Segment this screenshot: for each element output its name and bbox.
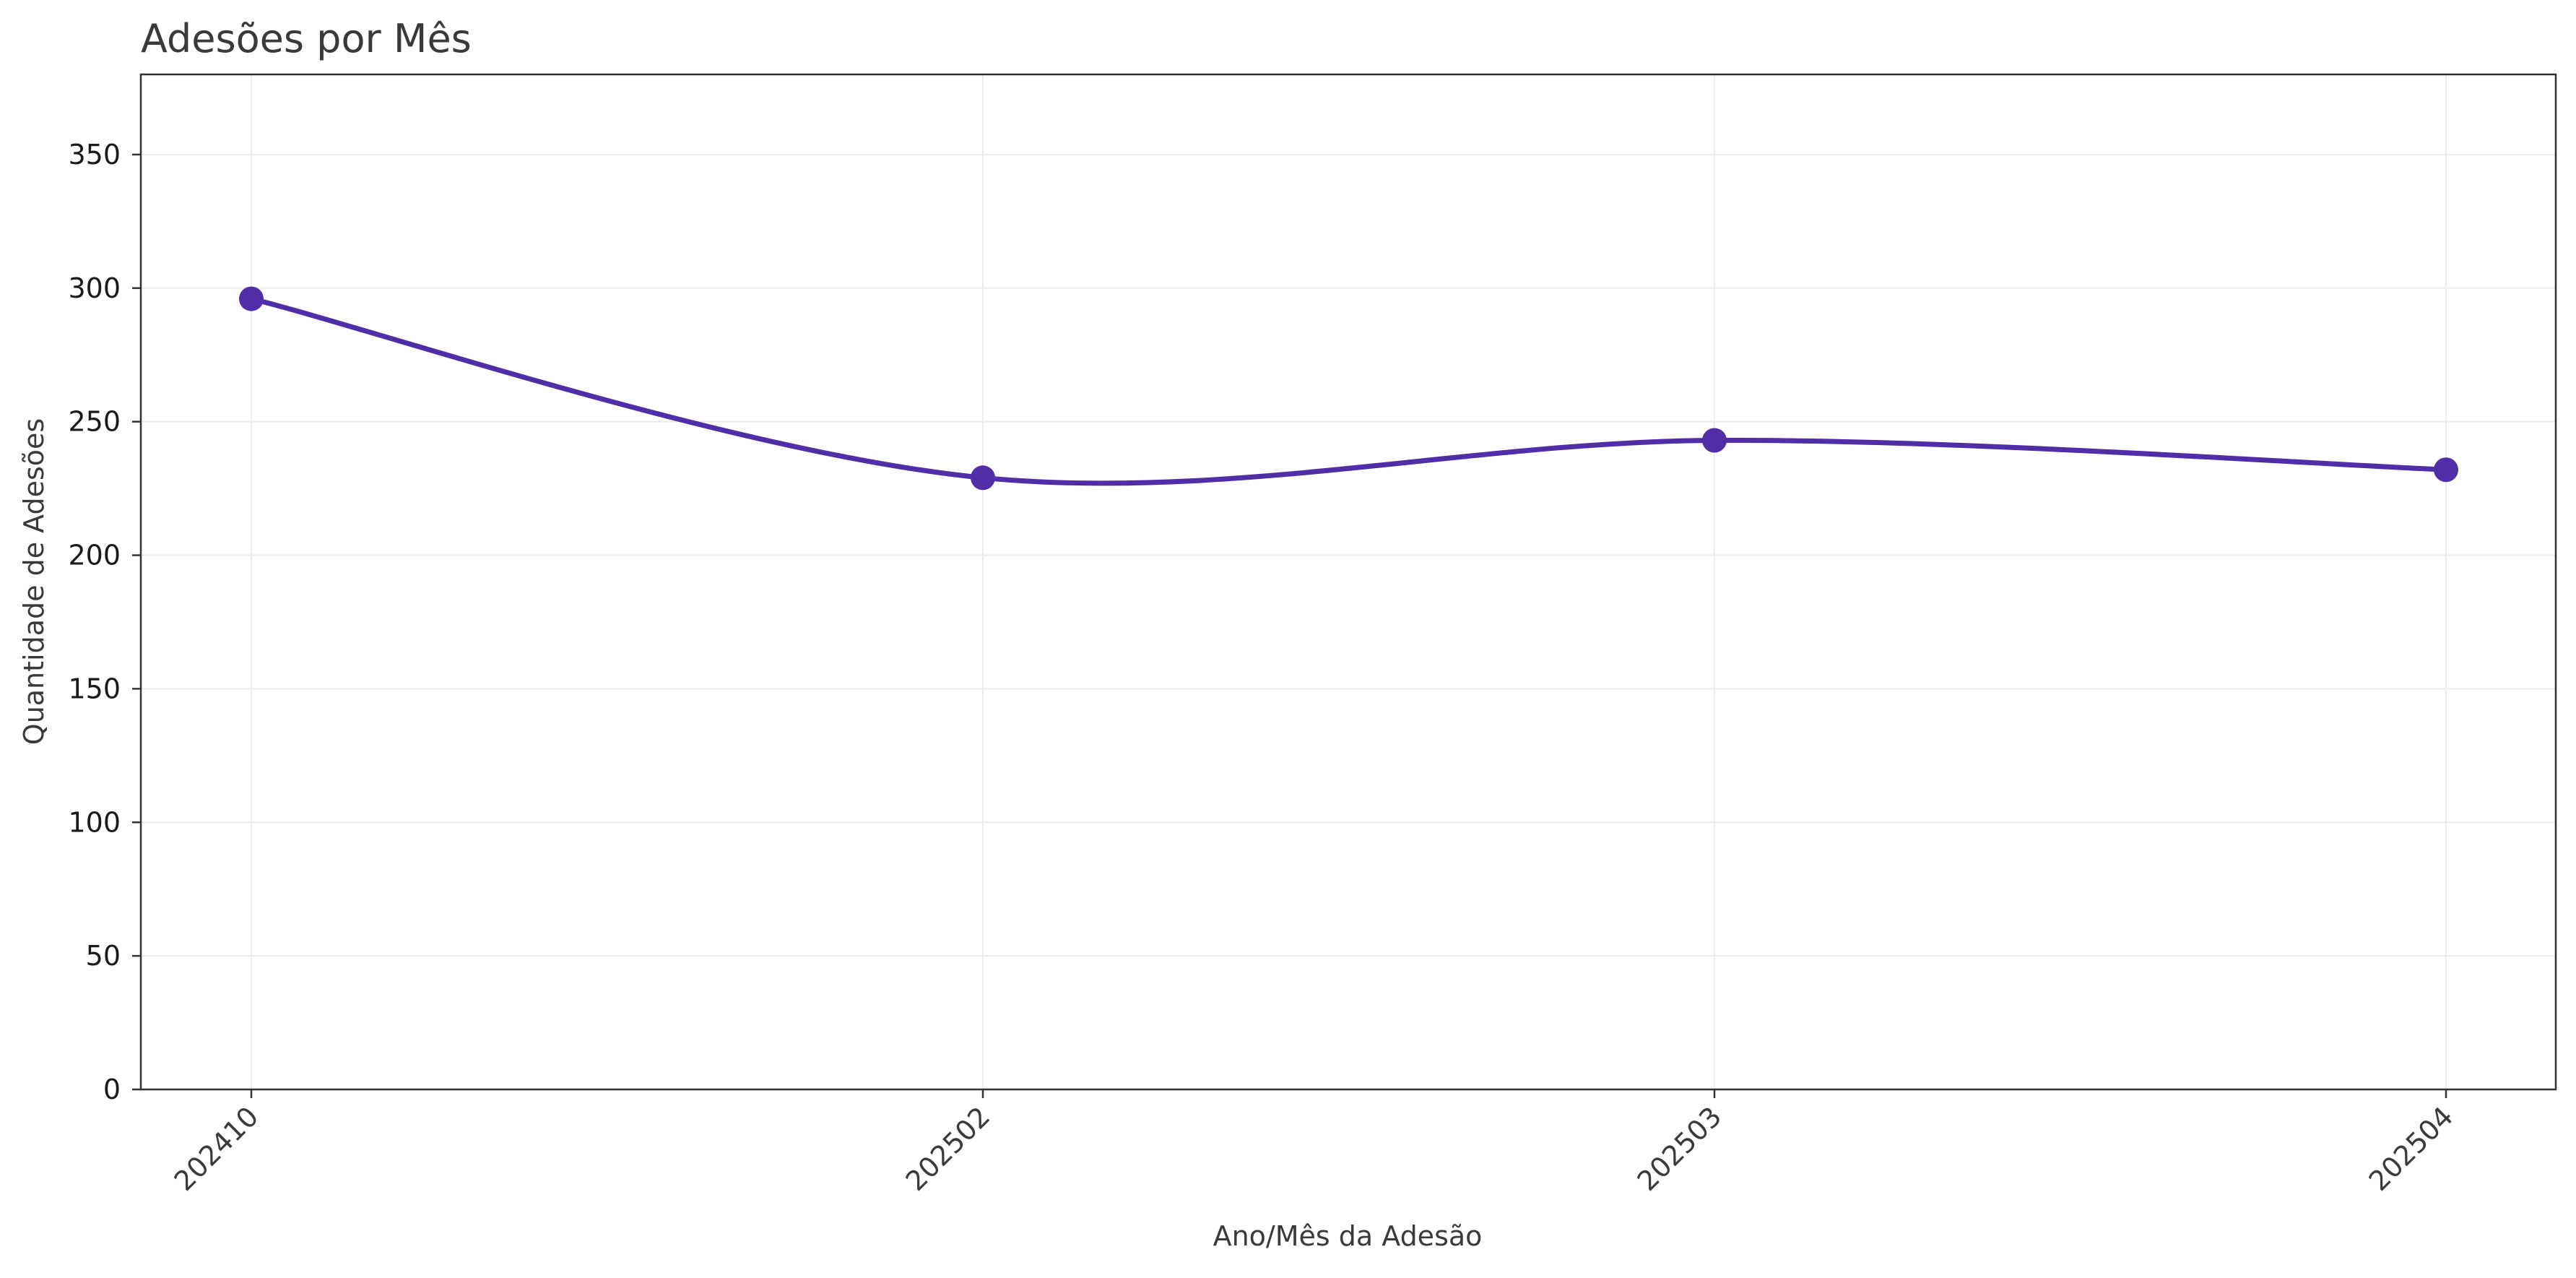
chart-title: Adesões por Mês: [141, 16, 472, 61]
y-tick-label: 50: [86, 940, 121, 972]
x-tick-label: 202502: [900, 1100, 997, 1197]
y-tick-label: 150: [68, 673, 121, 704]
series-line: [248, 296, 2449, 486]
x-axis-ticks: 202410 202502 202503 202504: [168, 1089, 2460, 1197]
y-tick-label: 250: [68, 406, 121, 438]
data-point-marker: [1702, 428, 1727, 453]
y-tick-label: 0: [103, 1074, 121, 1105]
y-tick-label: 300: [68, 272, 121, 304]
y-axis-label: Quantidade de Adesões: [18, 418, 50, 745]
x-tick-label: 202504: [2363, 1100, 2460, 1197]
x-tick-label: 202503: [1631, 1100, 1728, 1197]
plot-frame: [139, 73, 2557, 1091]
x-axis-label: Ano/Mês da Adesão: [1213, 1220, 1483, 1252]
gridlines: [141, 74, 2556, 1090]
y-axis-ticks: 0 50 100 150 200 250 300 350: [68, 139, 141, 1105]
y-tick-label: 100: [68, 806, 121, 838]
y-tick-label: 200: [68, 540, 121, 571]
data-point-marker: [239, 286, 264, 311]
series-lines: [248, 296, 2449, 486]
data-point-marker: [2434, 457, 2458, 483]
data-point-marker: [971, 465, 995, 491]
series-markers: [239, 286, 2458, 491]
y-tick-label: 350: [68, 139, 121, 170]
x-tick-label: 202410: [168, 1100, 265, 1197]
